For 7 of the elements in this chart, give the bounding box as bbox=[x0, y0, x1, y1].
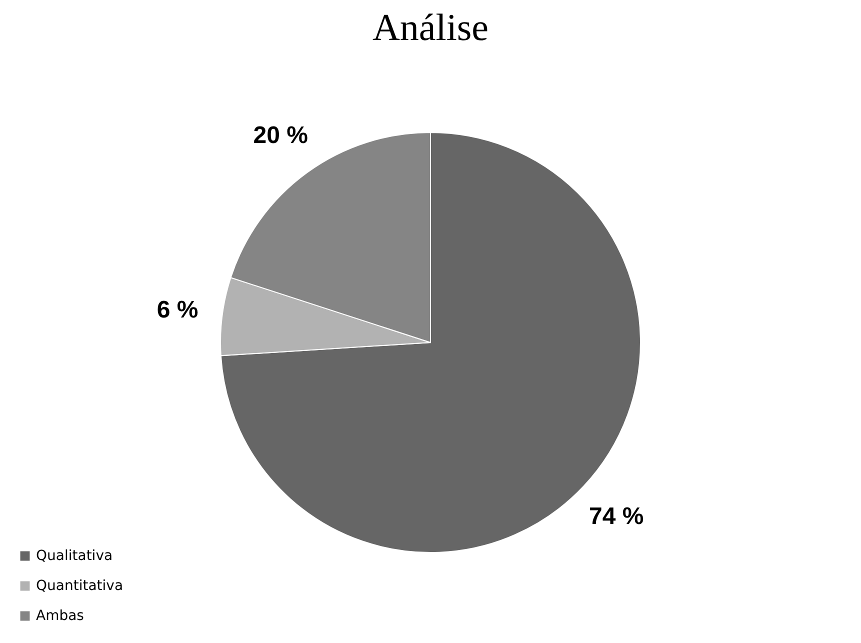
legend-label: Qualitativa bbox=[36, 548, 113, 564]
data-label: 6 % bbox=[156, 296, 198, 324]
chart-title: Análise bbox=[372, 7, 489, 49]
legend-label: Quantitativa bbox=[36, 578, 124, 594]
data-label: 74 % bbox=[589, 503, 644, 530]
data-label: 20 % bbox=[253, 122, 308, 150]
legend-label: Ambas bbox=[36, 608, 84, 624]
